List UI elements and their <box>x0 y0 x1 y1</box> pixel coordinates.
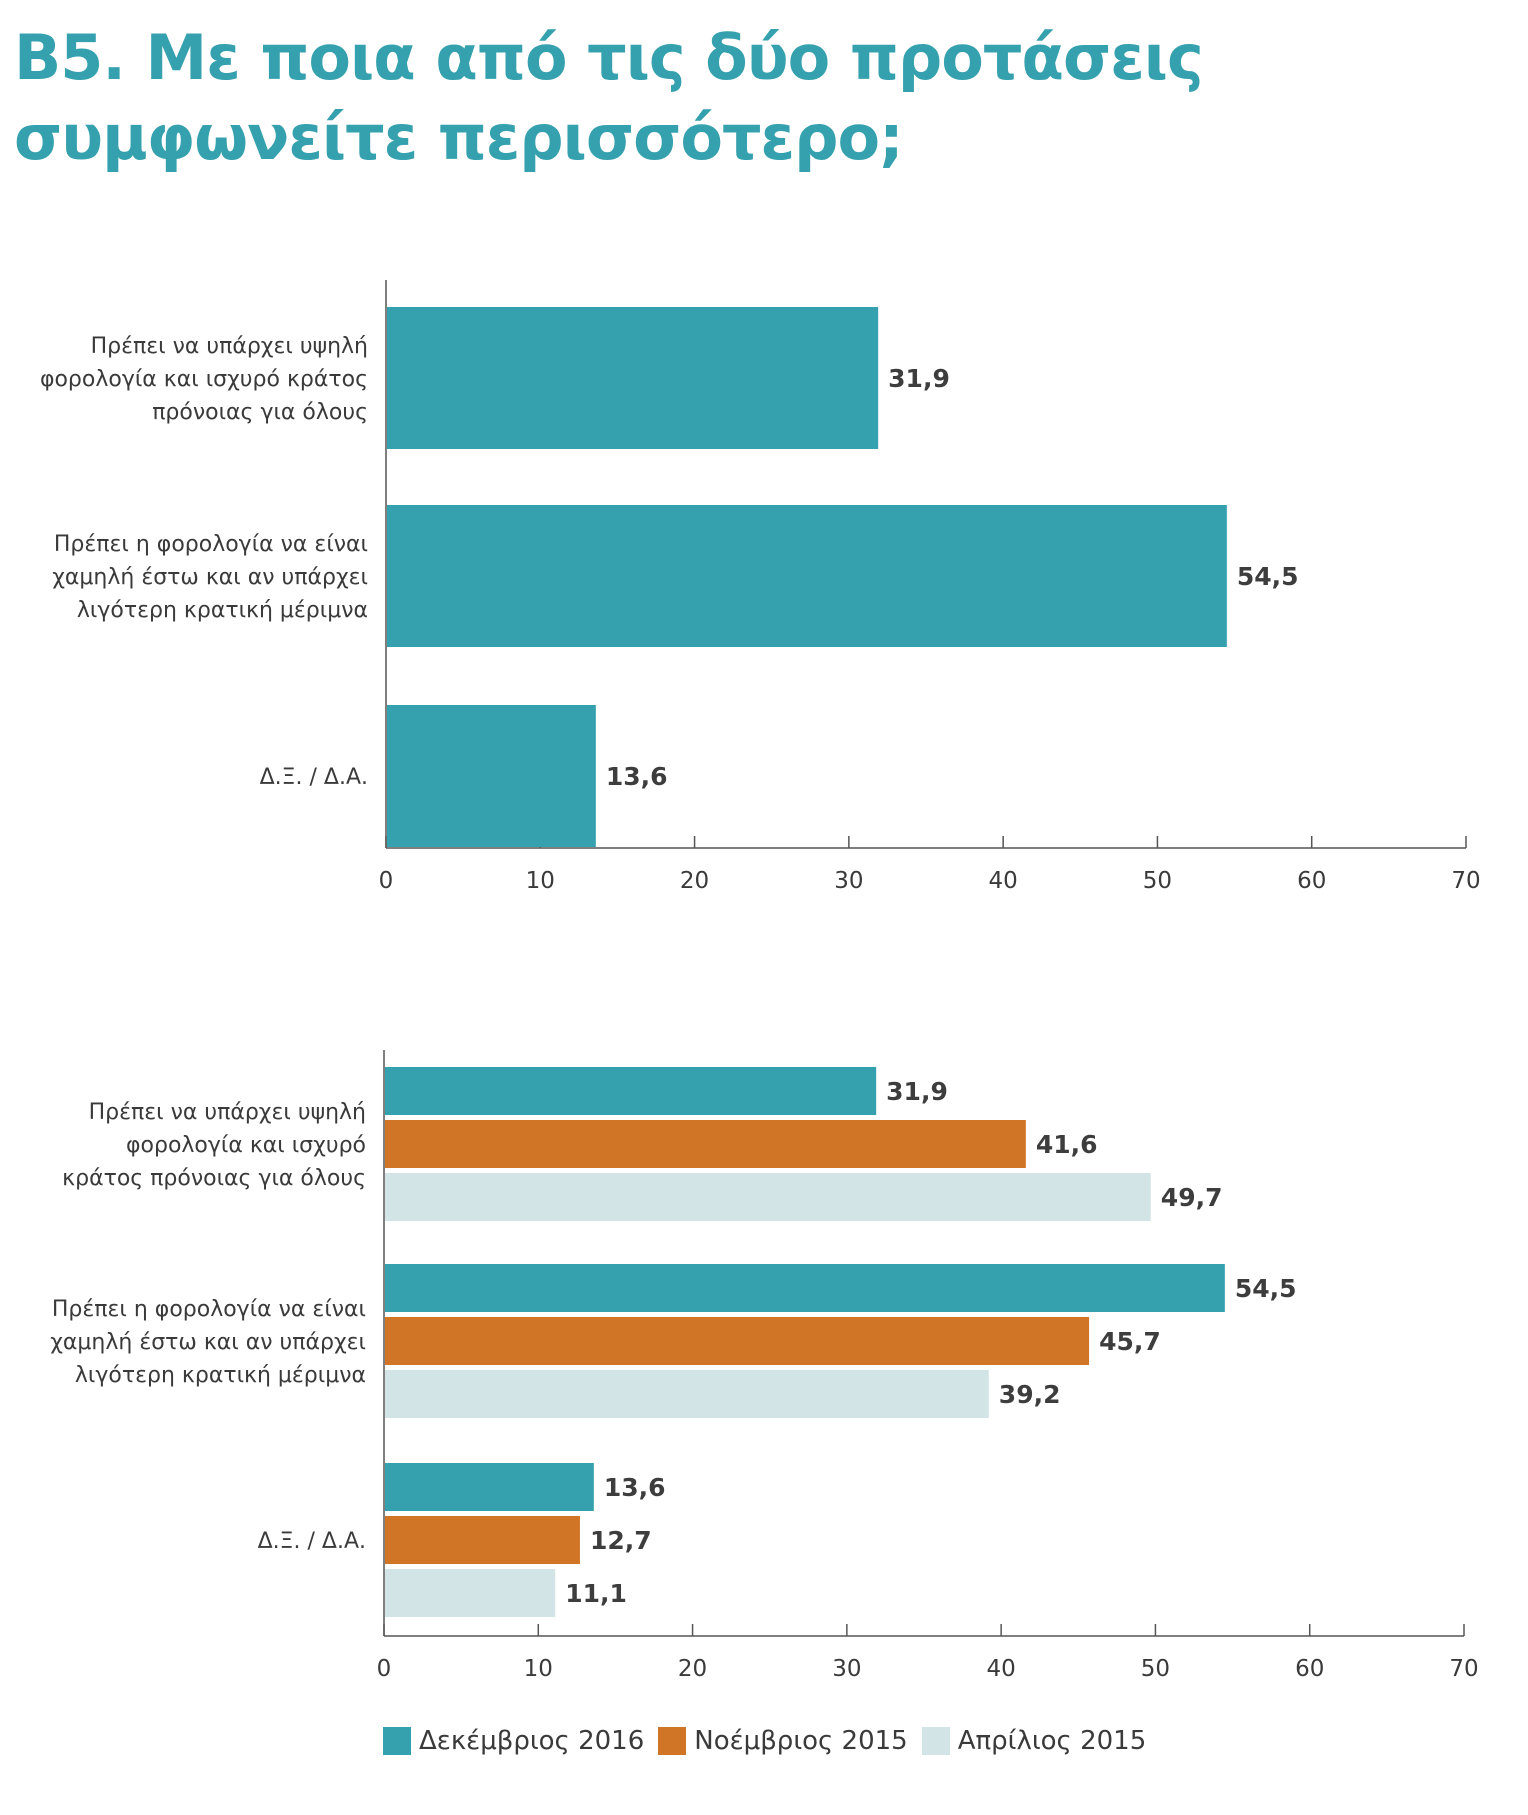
category-label: λιγότερη κρατική μέριμνα <box>75 1363 366 1388</box>
legend-label: Δεκέμβριος 2016 <box>419 1726 645 1756</box>
bar-value-label: 11,1 <box>565 1579 627 1608</box>
legend-item: Απρίλιος 2015 <box>921 1726 1147 1756</box>
bar <box>385 1264 1225 1312</box>
x-tick-label: 70 <box>1449 1656 1478 1682</box>
bar <box>385 1516 580 1564</box>
bar-value-label: 41,6 <box>1036 1130 1098 1159</box>
legend-swatch <box>383 1727 411 1755</box>
legend-label: Απρίλιος 2015 <box>957 1726 1147 1756</box>
category-label: Πρέπει η φορολογία να είναι <box>52 1297 366 1322</box>
legend-label: Νοέμβριος 2015 <box>694 1726 908 1756</box>
category-label: Πρέπει να υπάρχει υψηλή <box>91 334 368 359</box>
x-tick-label: 40 <box>989 868 1018 894</box>
bar-value-label: 39,2 <box>999 1380 1061 1409</box>
x-tick-label: 10 <box>526 868 555 894</box>
x-tick-label: 0 <box>377 1656 392 1682</box>
bar-value-label: 49,7 <box>1161 1183 1223 1212</box>
bar <box>387 505 1227 647</box>
x-tick-label: 60 <box>1297 868 1326 894</box>
legend-swatch <box>658 1727 687 1755</box>
category-label: Πρέπει να υπάρχει υψηλή <box>89 1100 366 1125</box>
legend: Δεκέμβριος 2016 Νοέμβριος 2015 Απρίλιος 20… <box>383 1726 1160 1756</box>
x-tick-label: 60 <box>1295 1656 1324 1682</box>
bar <box>385 1173 1151 1221</box>
bar-value-label: 12,7 <box>590 1526 652 1555</box>
category-label: χαμηλή έστω και αν υπάρχει <box>50 1330 366 1355</box>
category-label: χαμηλή έστω και αν υπάρχει <box>52 565 368 590</box>
x-tick-label: 10 <box>524 1656 553 1682</box>
bar-value-label: 45,7 <box>1099 1327 1161 1356</box>
bar-value-label: 54,5 <box>1235 1274 1297 1303</box>
legend-swatch <box>921 1727 950 1755</box>
bar-value-label: 31,9 <box>886 1077 948 1106</box>
bar <box>385 1120 1026 1168</box>
category-label: λιγότερη κρατική μέριμνα <box>77 598 368 623</box>
category-label: Δ.Ξ. / Δ.Α. <box>258 1529 366 1554</box>
category-label: Δ.Ξ. / Δ.Α. <box>260 765 368 790</box>
x-tick-label: 40 <box>987 1656 1016 1682</box>
bar-value-label: 13,6 <box>604 1473 666 1502</box>
bar-value-label: 13,6 <box>606 762 668 791</box>
bar-value-label: 54,5 <box>1237 562 1299 591</box>
bar-value-label: 31,9 <box>888 364 950 393</box>
bar <box>385 1569 556 1617</box>
category-label: πρόνοιας για όλους <box>152 400 368 425</box>
legend-item: Νοέμβριος 2015 <box>658 1726 908 1756</box>
legend-item: Δεκέμβριος 2016 <box>383 1726 644 1756</box>
category-label: Πρέπει η φορολογία να είναι <box>54 532 368 557</box>
bar <box>385 1370 989 1418</box>
category-label: φορολογία και ισχυρό <box>126 1133 366 1158</box>
category-label: φορολογία και ισχυρό κράτος <box>40 367 368 392</box>
category-label: κράτος πρόνοιας για όλους <box>62 1166 366 1191</box>
page-title: B5. Με ποια από τις δύο προτάσεις συμφων… <box>14 21 1204 174</box>
bar <box>387 705 596 847</box>
x-tick-label: 20 <box>680 868 709 894</box>
bar <box>385 1463 594 1511</box>
bar <box>387 307 879 449</box>
x-tick-label: 30 <box>832 1656 861 1682</box>
bar <box>385 1317 1090 1365</box>
bar <box>385 1067 877 1115</box>
x-tick-label: 50 <box>1143 868 1172 894</box>
x-tick-label: 0 <box>379 868 394 894</box>
chart-current: 0 10 20 30 40 50 60 70 Πρέπει να υπάρχει υψηλή φο… <box>40 280 1481 894</box>
x-tick-label: 70 <box>1451 868 1480 894</box>
chart-comparison: 0 10 20 30 40 50 60 70 Πρέπει να υπάρχει υψηλή φο… <box>50 1050 1479 1682</box>
x-tick-label: 30 <box>834 868 863 894</box>
x-tick-label: 50 <box>1141 1656 1170 1682</box>
x-tick-label: 20 <box>678 1656 707 1682</box>
